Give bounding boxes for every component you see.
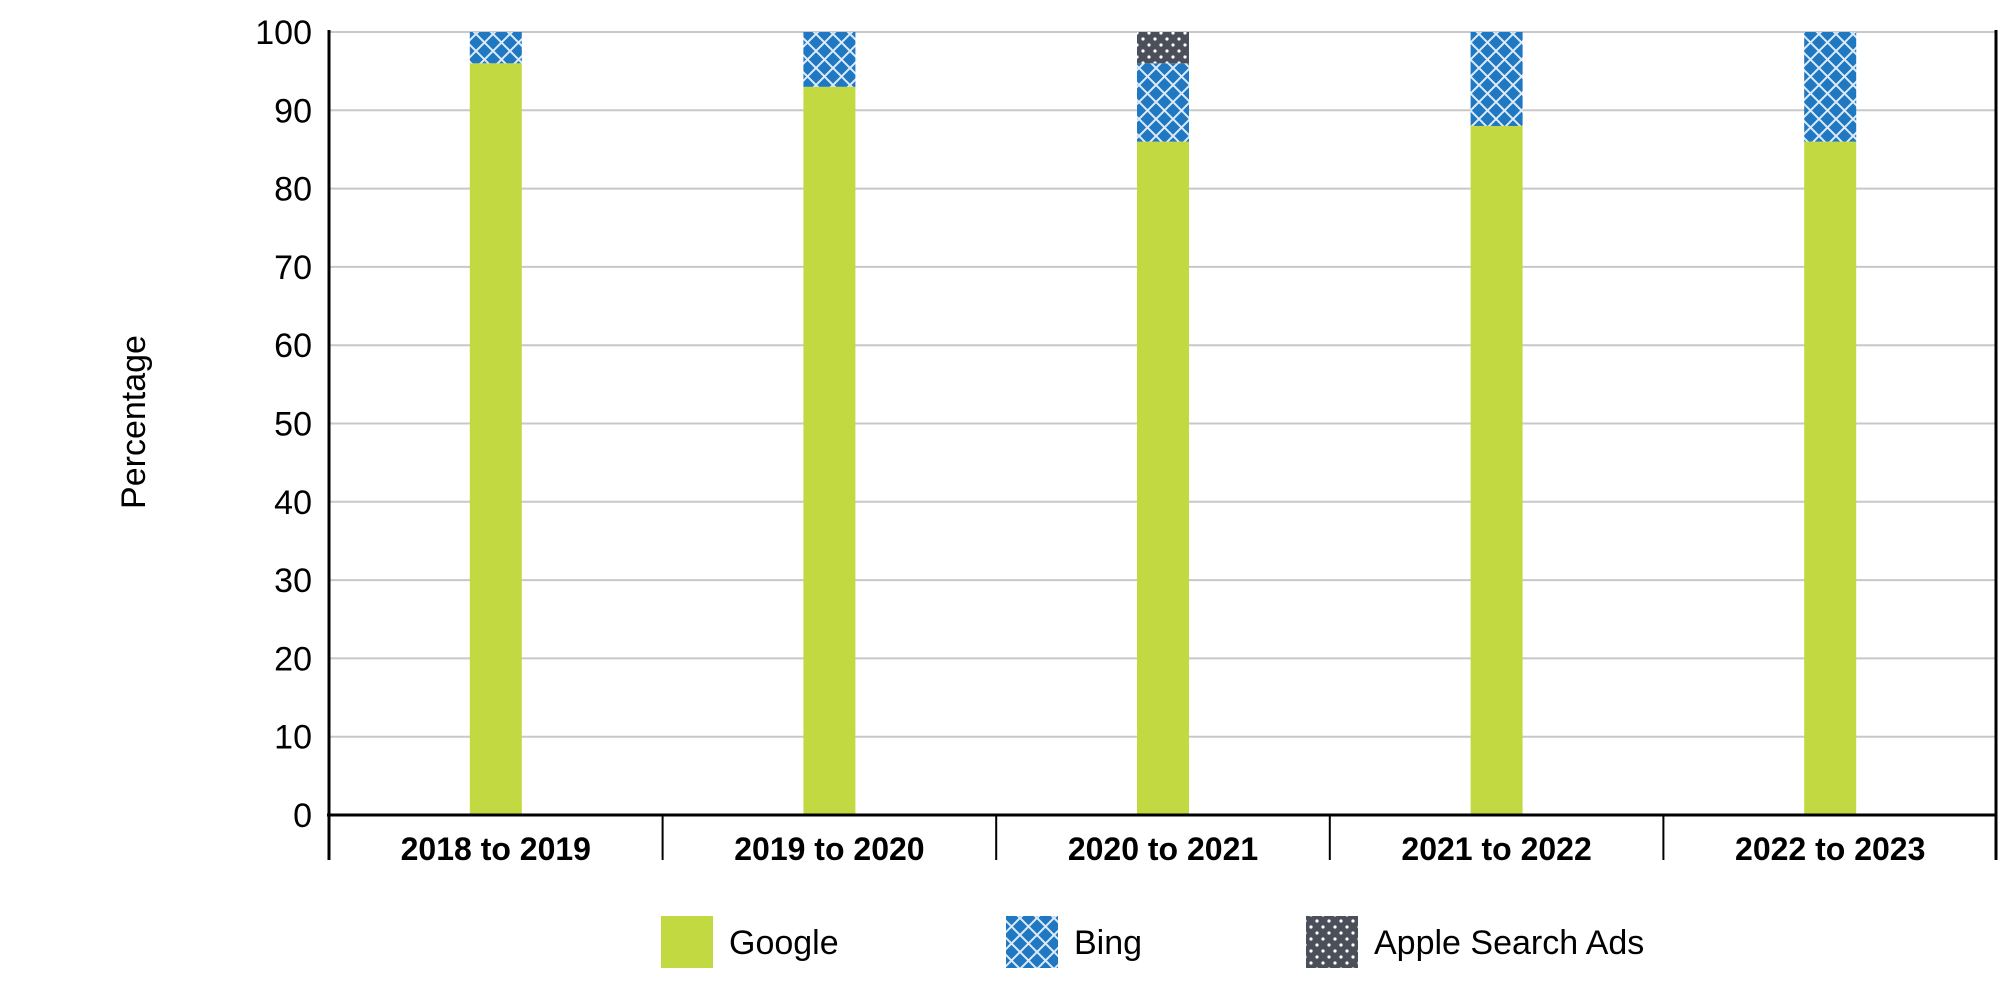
y-tick-label: 70 — [274, 249, 312, 287]
bars — [469, 32, 1857, 815]
axes — [327, 30, 1998, 860]
x-tick-label: 2022 to 2023 — [1735, 831, 1925, 867]
legend-label: Google — [729, 924, 839, 962]
x-tick-label: 2020 to 2021 — [1068, 831, 1258, 867]
y-tick-label: 80 — [274, 171, 312, 209]
bar-google-0 — [469, 63, 522, 815]
legend: Google Bing Apple Search Ads — [661, 916, 1644, 968]
y-tick-label: 50 — [274, 406, 312, 444]
bar-bing-4 — [1804, 32, 1857, 142]
y-tick-label: 30 — [274, 562, 312, 600]
legend-label: Bing — [1074, 924, 1142, 962]
legend-swatch-bing — [1006, 916, 1058, 968]
y-tick-label: 20 — [274, 640, 312, 678]
bar-bing-1 — [803, 32, 856, 87]
x-tick-label: 2019 to 2020 — [734, 831, 924, 867]
bar-bing-0 — [469, 32, 522, 64]
y-tick-label: 0 — [293, 797, 312, 835]
bar-google-4 — [1804, 141, 1857, 815]
y-axis-label: Percentage — [115, 335, 153, 509]
y-tick-label: 60 — [274, 327, 312, 365]
bar-google-1 — [803, 86, 856, 815]
y-tick-labels: 0 10 20 30 40 50 60 70 80 90 100 — [255, 14, 312, 835]
bar-bing-3 — [1470, 32, 1523, 126]
y-tick-label: 10 — [274, 719, 312, 757]
bar-bing-2 — [1137, 63, 1189, 142]
x-tick-label: 2018 to 2019 — [401, 831, 591, 867]
y-tick-label: 40 — [274, 484, 312, 522]
x-tick-label: 2021 to 2022 — [1401, 831, 1591, 867]
x-tick-labels: 2018 to 2019 2019 to 2020 2020 to 2021 2021… — [401, 831, 1926, 867]
legend-swatch-google — [661, 916, 713, 968]
y-tick-label: 90 — [274, 92, 312, 130]
bar-google-2 — [1137, 141, 1189, 815]
bar-apple-search-ads-2 — [1137, 32, 1189, 64]
y-tick-label: 100 — [255, 14, 312, 52]
legend-label: Apple Search Ads — [1374, 924, 1644, 962]
bar-google-3 — [1470, 125, 1523, 815]
legend-swatch-apple-search-ads — [1306, 916, 1358, 968]
